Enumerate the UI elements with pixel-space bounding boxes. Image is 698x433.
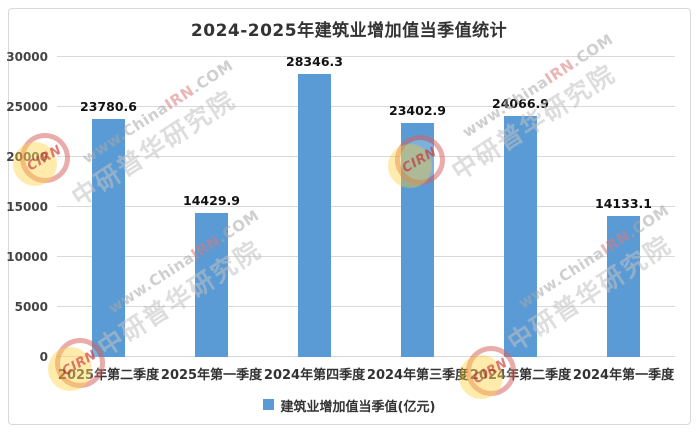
y-tick-label: 15000 [6, 200, 48, 214]
gridline-30000 [57, 56, 675, 57]
bar-value-label: 24066.9 [492, 96, 549, 112]
y-tick-label: 30000 [6, 50, 48, 64]
gridline-15000 [57, 206, 675, 207]
x-category-label: 2025年第一季度 [160, 368, 263, 383]
plot-area: 23780.6 14429.9 28346.3 23402.9 24066.9 14133… [57, 53, 675, 357]
x-category-label: 2024年第一季度 [572, 368, 675, 383]
x-category-label: 2024年第二季度 [469, 368, 572, 383]
bar-value-label: 28346.3 [286, 53, 343, 69]
gridline-0 [57, 356, 675, 357]
bar [298, 73, 331, 357]
gridline-20000 [57, 156, 675, 157]
bar [401, 122, 434, 357]
bar-value-label: 14133.1 [595, 195, 652, 211]
bar [92, 119, 125, 357]
bar [607, 215, 640, 357]
legend: 建筑业增加值当季值(亿元) [0, 396, 698, 415]
bar [504, 116, 537, 357]
y-tick-label: 0 [39, 350, 48, 364]
legend-marker-swatch [262, 399, 274, 410]
gridline-5000 [57, 306, 675, 307]
x-category-label: 2024年第四季度 [263, 368, 366, 383]
y-tick-label: 20000 [6, 150, 48, 164]
y-tick-label: 5000 [14, 300, 48, 314]
bar [195, 212, 228, 357]
x-category-label: 2024年第三季度 [366, 368, 469, 383]
chart-title: 2024-2025年建筑业增加值当季值统计 [190, 21, 508, 41]
bar-value-label: 14429.9 [183, 192, 240, 208]
x-category-label: 2025年第二季度 [57, 368, 160, 383]
gridline-10000 [57, 256, 675, 257]
legend-label: 建筑业增加值当季值(亿元) [280, 400, 436, 415]
gridline-25000 [57, 106, 675, 107]
y-tick-label: 25000 [6, 100, 48, 114]
bar-value-label: 23402.9 [389, 102, 446, 118]
bar-value-label: 23780.6 [80, 99, 137, 115]
y-tick-label: 10000 [6, 250, 48, 264]
